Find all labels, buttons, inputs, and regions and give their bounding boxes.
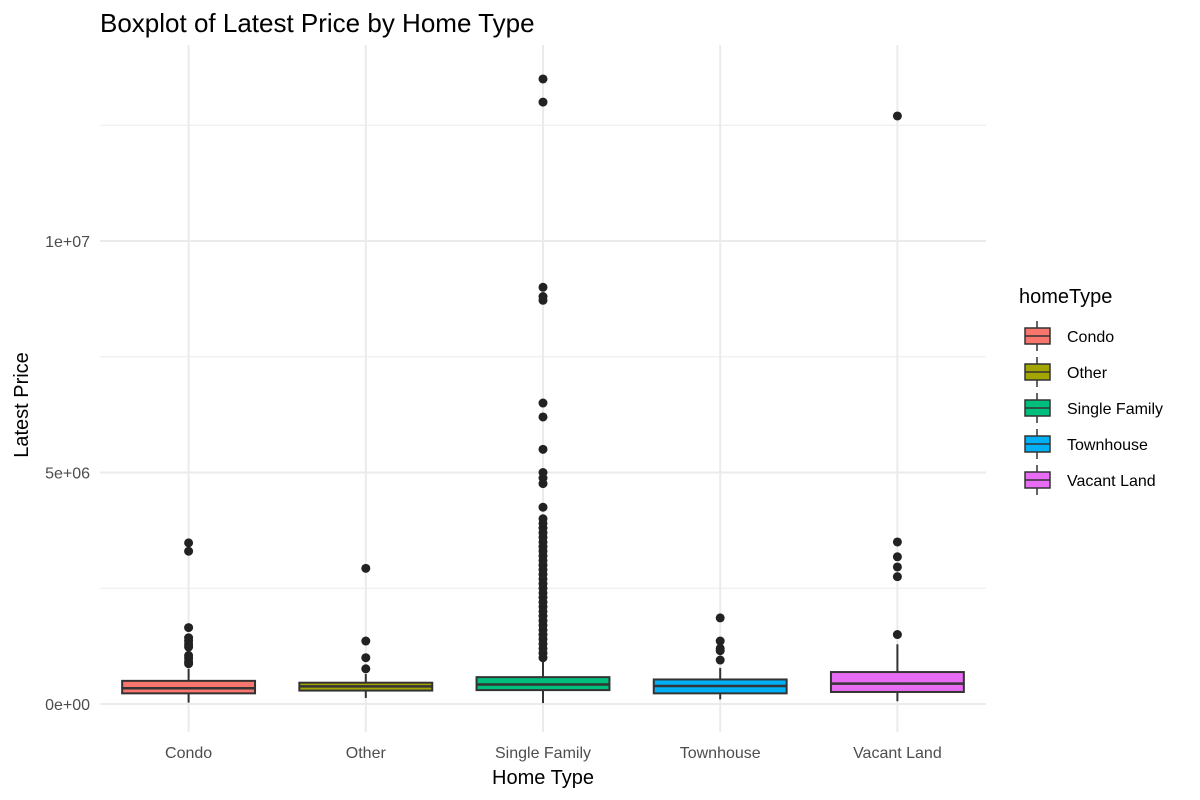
x-tick-label: Vacant Land	[853, 745, 942, 762]
outlier-point	[538, 479, 548, 489]
legend-label: Townhouse	[1067, 437, 1148, 454]
legend-label: Vacant Land	[1067, 473, 1156, 490]
outlier-point	[892, 537, 902, 547]
box-vacant-land	[829, 111, 965, 702]
x-tick-label: Other	[346, 745, 387, 762]
x-axis-title: Home Type	[492, 767, 594, 789]
outlier-point	[715, 655, 725, 665]
boxes	[121, 74, 965, 704]
legend-item-other: Other	[1024, 357, 1108, 387]
outlier-point	[892, 111, 902, 121]
legend-item-vacant-land: Vacant Land	[1024, 465, 1156, 495]
y-axis-title: Latest Price	[11, 352, 33, 458]
outlier-point	[184, 623, 194, 633]
box-townhouse	[652, 613, 788, 700]
legend: homeType Condo Other Single Family Townhous…	[1019, 286, 1163, 495]
legend-label: Condo	[1067, 329, 1114, 346]
x-tick-label: Single Family	[495, 745, 591, 762]
outlier-point	[538, 398, 548, 408]
outlier-point	[715, 613, 725, 623]
outlier-point	[538, 97, 548, 107]
outlier-point	[538, 295, 548, 305]
outlier-point	[538, 412, 548, 422]
chart-title: Boxplot of Latest Price by Home Type	[100, 8, 535, 38]
outlier-point	[361, 664, 371, 674]
iqr-box	[829, 671, 965, 693]
outlier-point	[538, 282, 548, 292]
legend-title: homeType	[1019, 286, 1112, 308]
outlier-point	[361, 636, 371, 646]
outlier-point	[715, 646, 725, 656]
outlier-point	[361, 653, 371, 663]
outlier-point	[538, 74, 548, 84]
outlier-point	[715, 636, 725, 646]
legend-label: Single Family	[1067, 401, 1163, 418]
legend-item-townhouse: Townhouse	[1024, 429, 1148, 459]
box-other	[298, 563, 434, 698]
outlier-point	[892, 630, 902, 640]
outlier-point	[892, 572, 902, 582]
legend-item-single-family: Single Family	[1024, 393, 1163, 423]
legend-item-condo: Condo	[1024, 321, 1114, 351]
legend-label: Other	[1067, 365, 1108, 382]
outlier-point	[184, 659, 194, 669]
outlier-point	[538, 653, 548, 663]
x-axis-ticks: Condo Other Single Family Townhouse Vacant L…	[165, 745, 942, 762]
y-tick-label: 5e+06	[45, 466, 90, 483]
y-tick-label: 0e+00	[45, 697, 90, 714]
outlier-point	[184, 538, 194, 548]
x-tick-label: Condo	[165, 745, 212, 762]
outlier-point	[538, 444, 548, 454]
y-tick-label: 1e+07	[45, 234, 90, 251]
outlier-point	[892, 552, 902, 562]
outlier-point	[538, 502, 548, 512]
outlier-point	[361, 563, 371, 573]
outlier-point	[892, 562, 902, 572]
outlier-point	[184, 546, 194, 556]
box-single-family	[475, 74, 611, 704]
legend-items: Condo Other Single Family Townhouse Vacant L…	[1024, 321, 1163, 495]
y-axis-ticks: 0e+00 5e+06 1e+07	[45, 234, 90, 714]
outlier-point	[184, 642, 194, 652]
x-tick-label: Townhouse	[680, 745, 761, 762]
box-condo	[121, 538, 257, 703]
